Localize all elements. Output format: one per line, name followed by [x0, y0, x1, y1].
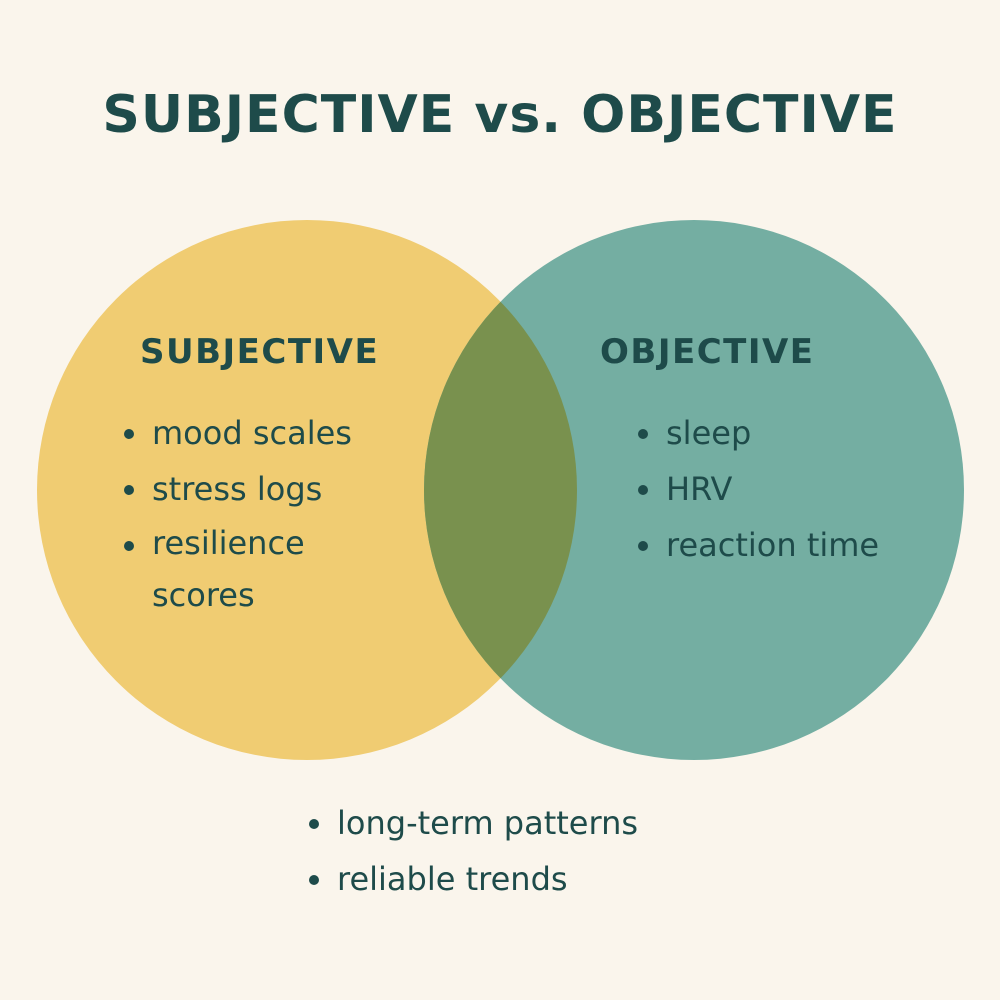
list-item: resilience scores	[120, 517, 392, 621]
objective-label: OBJECTIVE	[600, 332, 815, 372]
subjective-label: SUBJECTIVE	[140, 332, 380, 372]
diagram-title: SUBJECTIVE vs. OBJECTIVE	[102, 85, 898, 145]
subjective-list: mood scales stress logs resilience score…	[120, 405, 392, 621]
list-item: mood scales	[120, 405, 392, 461]
list-item: reliable trends	[305, 851, 638, 907]
list-item: long-term patterns	[305, 795, 638, 851]
objective-circle	[424, 220, 964, 760]
list-item: HRV	[634, 461, 879, 517]
list-item: stress logs	[120, 461, 392, 517]
shared-list: long-term patterns reliable trends	[305, 795, 638, 907]
list-item: reaction time	[634, 517, 879, 573]
objective-list: sleep HRV reaction time	[634, 405, 879, 573]
list-item: sleep	[634, 405, 879, 461]
subjective-circle	[37, 220, 577, 760]
